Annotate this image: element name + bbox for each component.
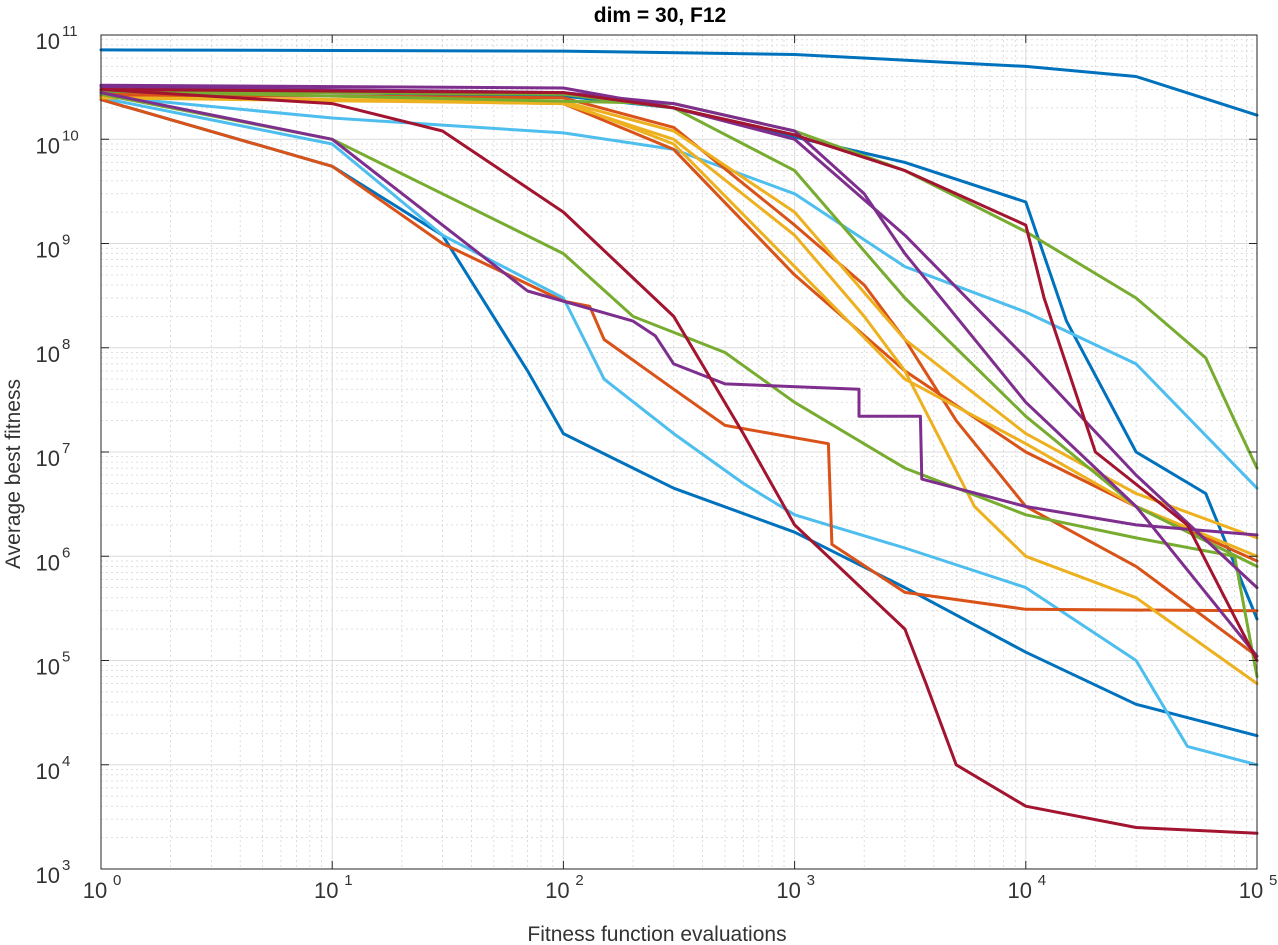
x-tick-label: 10 bbox=[1008, 878, 1032, 903]
series-line-orange-red-early bbox=[99, 98, 1259, 613]
chart-title: dim = 30, F12 bbox=[594, 4, 726, 27]
series-line-green-early bbox=[99, 92, 1259, 679]
x-tick-exponent: 4 bbox=[1038, 872, 1046, 889]
x-tick-exponent: 2 bbox=[575, 872, 583, 889]
x-tick-label: 10 bbox=[83, 878, 107, 903]
y-tick-exponent: 3 bbox=[62, 857, 70, 874]
series-line-darkred-late bbox=[99, 88, 1259, 662]
y-axis-label: Average best fitness bbox=[2, 379, 25, 569]
series-line-cyan-fast bbox=[99, 96, 1259, 767]
y-tick-label: 10 bbox=[36, 133, 60, 158]
y-tick-label: 10 bbox=[36, 342, 60, 367]
x-tick-exponent: 0 bbox=[113, 872, 121, 889]
series-lines bbox=[99, 48, 1259, 835]
series-line-blue-top bbox=[99, 48, 1259, 117]
x-axis-label: Fitness function evaluations bbox=[527, 923, 786, 945]
series-line-yellow-c bbox=[99, 96, 1259, 558]
series-line-blue-early-drop bbox=[99, 98, 1259, 738]
y-tick-exponent: 7 bbox=[62, 440, 70, 457]
series-line-darkred-drop bbox=[99, 88, 1259, 835]
y-tick-label: 10 bbox=[36, 446, 60, 471]
series-line-orange-red-mid bbox=[99, 92, 1259, 658]
y-tick-label: 10 bbox=[36, 759, 60, 784]
series-line-purple-step bbox=[99, 91, 1259, 537]
x-tick-exponent: 5 bbox=[1269, 872, 1277, 889]
y-tick-exponent: 8 bbox=[62, 336, 70, 353]
x-tick-exponent: 3 bbox=[807, 872, 815, 889]
y-tick-label: 10 bbox=[36, 550, 60, 575]
x-tick-label: 10 bbox=[1239, 878, 1263, 903]
y-tick-label: 10 bbox=[36, 863, 60, 888]
x-tick-label: 10 bbox=[776, 878, 800, 903]
x-tick-label: 10 bbox=[314, 878, 338, 903]
y-tick-label: 10 bbox=[36, 29, 60, 54]
series-line-purple-late bbox=[99, 83, 1259, 590]
x-tick-exponent: 1 bbox=[344, 872, 352, 889]
y-tick-exponent: 4 bbox=[62, 753, 70, 770]
y-tick-exponent: 10 bbox=[62, 127, 79, 144]
x-tick-label: 10 bbox=[545, 878, 569, 903]
y-tick-exponent: 9 bbox=[62, 232, 70, 249]
y-tick-exponent: 11 bbox=[62, 23, 78, 40]
x-axis-ticks: 10 0 10 1 10 2 10 3 10 4 10 5 bbox=[83, 35, 1277, 903]
y-tick-label: 10 bbox=[36, 655, 60, 680]
y-tick-exponent: 5 bbox=[62, 649, 70, 666]
y-tick-label: 10 bbox=[36, 238, 60, 263]
y-tick-exponent: 6 bbox=[62, 544, 70, 561]
series-line-yellow-b bbox=[99, 96, 1259, 540]
